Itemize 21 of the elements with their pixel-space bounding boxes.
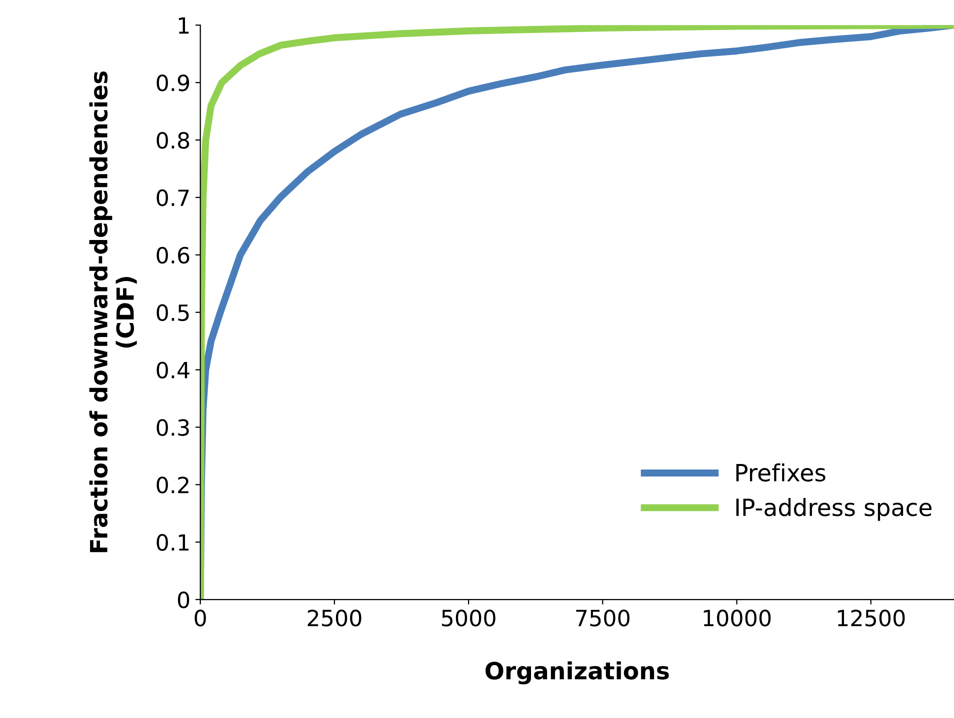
x-tick-label: 5000 — [442, 610, 496, 626]
y-tick-label: 0 — [178, 591, 190, 608]
y-tick-label: 0.3 — [156, 419, 189, 436]
y-tick-label: 0.5 — [156, 304, 189, 322]
x-tick-label: 7500 — [576, 610, 630, 626]
y-tick-label: 0.2 — [156, 476, 188, 494]
legend-label: IP-address space — [736, 498, 932, 521]
x-tick-label: 0 — [194, 610, 206, 626]
y-axis-title: Fraction of downward-dependencies (CDF) — [89, 72, 137, 552]
y-tick-label: 0.9 — [156, 74, 190, 92]
x-tick-label: 12500 — [838, 610, 905, 626]
x-tick-label: 10000 — [704, 610, 771, 626]
x-tick-label: 2500 — [308, 610, 362, 626]
y-tick-label: 0.6 — [156, 246, 190, 264]
y-tick-label: 0.4 — [156, 362, 190, 379]
y-tick-label: 0.7 — [156, 189, 189, 206]
legend-label: Prefixes — [736, 463, 826, 482]
y-tick-label: 0.1 — [156, 534, 189, 551]
y-tick-label: 0.8 — [156, 132, 190, 149]
y-tick-label: 1 — [178, 17, 189, 34]
x-axis-title: Organizations — [486, 661, 669, 684]
